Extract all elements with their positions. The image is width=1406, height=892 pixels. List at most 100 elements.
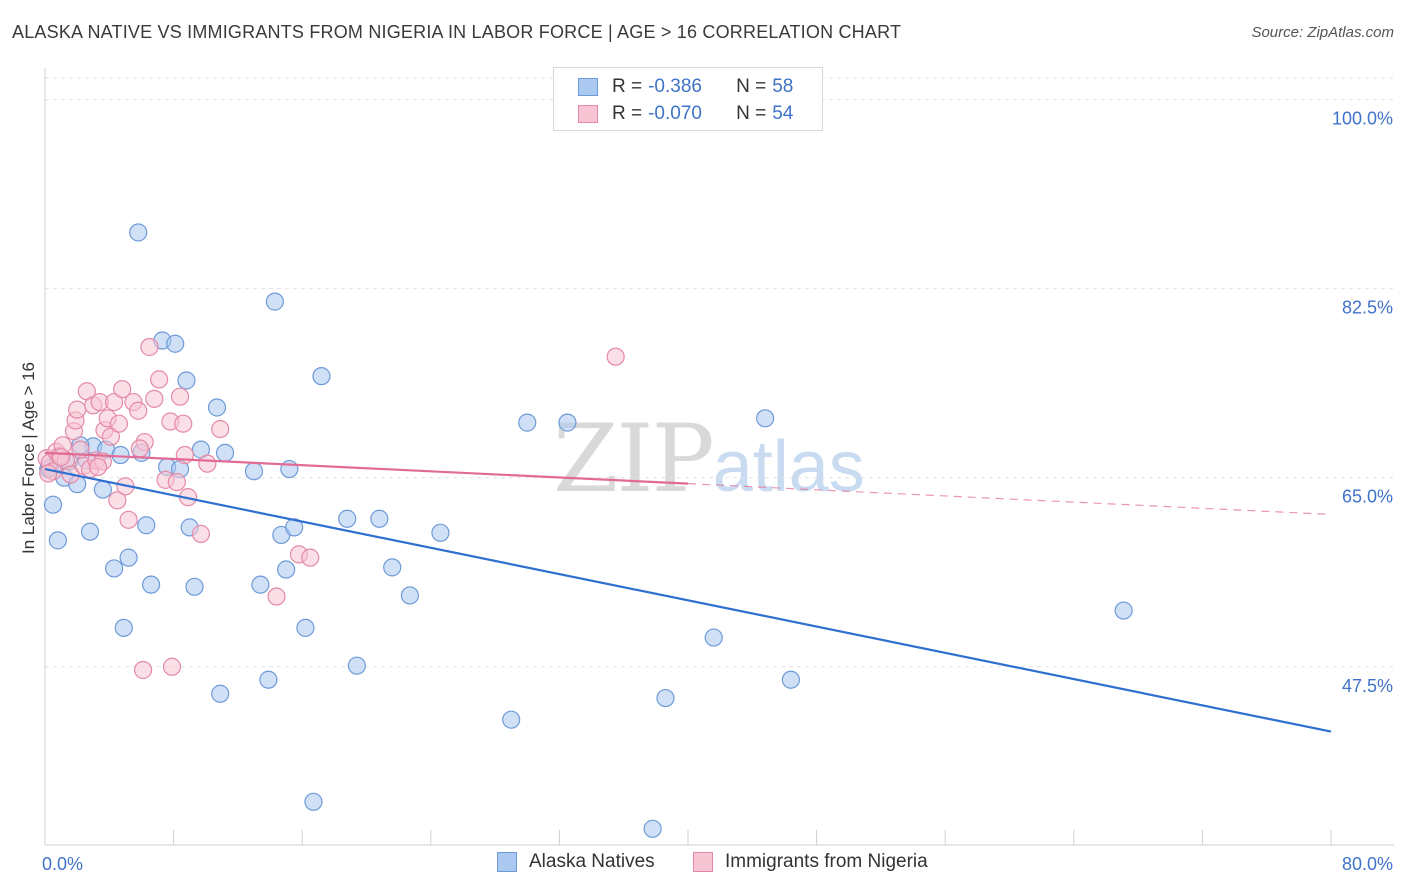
legend-label-immigrants-nigeria: Immigrants from Nigeria xyxy=(725,851,928,872)
point-alaska-natives xyxy=(347,656,366,675)
y-tick-label: 65.0% xyxy=(1342,487,1393,507)
y-tick-label: 82.5% xyxy=(1342,298,1393,318)
point-immigrants-nigeria xyxy=(109,414,129,433)
legend-item-alaska-natives[interactable]: Alaska Natives xyxy=(497,851,655,873)
point-immigrants-nigeria xyxy=(51,448,71,467)
source-label: Source: ZipAtlas.com xyxy=(1251,24,1394,41)
axes xyxy=(44,68,1394,846)
legend-n-label: N = xyxy=(736,103,767,124)
point-alaska-natives xyxy=(370,509,389,528)
point-immigrants-nigeria xyxy=(119,510,138,529)
point-alaska-natives xyxy=(781,670,800,689)
legend-swatch-alaska xyxy=(578,78,598,96)
point-immigrants-nigeria xyxy=(162,657,182,676)
point-alaska-natives xyxy=(656,688,675,708)
point-alaska-natives xyxy=(265,292,284,311)
point-alaska-natives xyxy=(400,586,420,605)
legend-r-label: R = xyxy=(612,76,643,97)
legend-r-label: R = xyxy=(612,103,643,124)
point-immigrants-nigeria xyxy=(68,400,87,419)
point-immigrants-nigeria xyxy=(105,392,124,412)
trend-line-alaska-natives xyxy=(44,467,1332,733)
point-alaska-natives xyxy=(304,792,323,811)
watermark: ZIPatlas xyxy=(553,405,865,514)
point-alaska-natives xyxy=(277,560,296,579)
y-tick-labels: 47.5% 65.0% 82.5% 100.0% xyxy=(1332,109,1393,696)
series-legend: Alaska Natives Immigrants from Nigeria xyxy=(0,851,1406,879)
legend-swatch-nigeria xyxy=(578,105,598,123)
x-tick-label: 0.0% xyxy=(42,854,83,874)
point-immigrants-nigeria xyxy=(170,387,190,406)
legend-r-value: -0.070 xyxy=(648,103,702,124)
point-alaska-natives xyxy=(518,413,537,432)
point-immigrants-nigeria xyxy=(211,419,230,439)
data-points xyxy=(37,223,1133,838)
y-tick-label: 100.0% xyxy=(1332,109,1393,129)
point-immigrants-nigeria xyxy=(267,587,286,606)
point-immigrants-nigeria xyxy=(113,380,132,399)
point-alaska-natives xyxy=(431,523,450,542)
point-immigrants-nigeria xyxy=(101,427,121,446)
point-alaska-natives xyxy=(558,413,577,432)
point-alaska-natives xyxy=(1114,601,1133,620)
point-immigrants-nigeria xyxy=(39,464,58,483)
trend-line-immigrants-nigeria xyxy=(44,451,689,485)
legend-n-value: 54 xyxy=(772,103,794,124)
point-immigrants-nigeria xyxy=(145,389,164,408)
point-alaska-natives xyxy=(137,516,156,535)
chart-title: ALASKA NATIVE VS IMMIGRANTS FROM NIGERIA… xyxy=(12,22,902,42)
point-immigrants-nigeria xyxy=(130,439,149,458)
point-alaska-natives xyxy=(48,531,67,550)
point-alaska-natives xyxy=(704,628,723,647)
point-alaska-natives xyxy=(114,618,133,637)
point-alaska-natives xyxy=(185,577,204,596)
point-alaska-natives xyxy=(93,480,112,499)
point-immigrants-nigeria xyxy=(108,491,127,510)
point-alaska-natives xyxy=(502,710,521,729)
point-immigrants-nigeria xyxy=(150,370,169,389)
x-tick-label: 80.0% xyxy=(1342,854,1393,874)
point-immigrants-nigeria xyxy=(198,454,217,473)
x-tick-labels: 0.0% 80.0% xyxy=(42,854,1393,874)
legend-swatch-alaska-natives xyxy=(497,852,517,872)
point-alaska-natives xyxy=(211,684,230,703)
y-tick-label: 47.5% xyxy=(1342,676,1393,696)
legend-row-nigeria: R = -0.070 N = 54 xyxy=(578,101,793,127)
watermark-atlas: atlas xyxy=(712,427,865,507)
legend-item-immigrants-nigeria[interactable]: Immigrants from Nigeria xyxy=(693,851,928,873)
point-alaska-natives xyxy=(259,670,278,689)
point-immigrants-nigeria xyxy=(606,347,625,366)
point-immigrants-nigeria xyxy=(129,401,148,420)
point-alaska-natives xyxy=(207,398,227,417)
point-alaska-natives xyxy=(643,819,662,838)
point-immigrants-nigeria xyxy=(133,660,153,680)
point-immigrants-nigeria xyxy=(174,414,193,433)
legend-n-value: 58 xyxy=(772,76,794,97)
point-alaska-natives xyxy=(280,459,299,479)
trend-lines xyxy=(44,451,1332,733)
point-immigrants-nigeria xyxy=(191,524,211,543)
legend-n-label: N = xyxy=(736,76,767,97)
point-alaska-natives xyxy=(119,548,138,567)
point-alaska-natives xyxy=(244,462,264,481)
point-immigrants-nigeria xyxy=(167,472,186,492)
point-alaska-natives xyxy=(177,371,196,390)
point-alaska-natives xyxy=(129,223,148,242)
y-axis-label: In Labor Force | Age > 16 xyxy=(19,362,38,554)
legend-row-alaska: R = -0.386 N = 58 xyxy=(578,74,793,100)
legend-label-alaska-natives: Alaska Natives xyxy=(529,851,655,872)
point-alaska-natives xyxy=(80,522,100,541)
legend-r-value: -0.386 xyxy=(648,76,702,97)
point-alaska-natives xyxy=(338,509,357,528)
point-immigrants-nigeria xyxy=(88,457,108,477)
point-immigrants-nigeria xyxy=(175,445,194,465)
trend-line-immigrants-nigeria-dashed xyxy=(687,483,1332,516)
point-alaska-natives xyxy=(111,445,130,465)
point-alaska-natives xyxy=(105,559,124,578)
point-alaska-natives xyxy=(756,409,775,428)
point-alaska-natives xyxy=(296,618,315,637)
correlation-legend: R = -0.386 N = 58 R = -0.070 N = 54 xyxy=(553,67,823,131)
point-alaska-natives xyxy=(312,367,331,386)
grid-lines xyxy=(45,77,1394,668)
